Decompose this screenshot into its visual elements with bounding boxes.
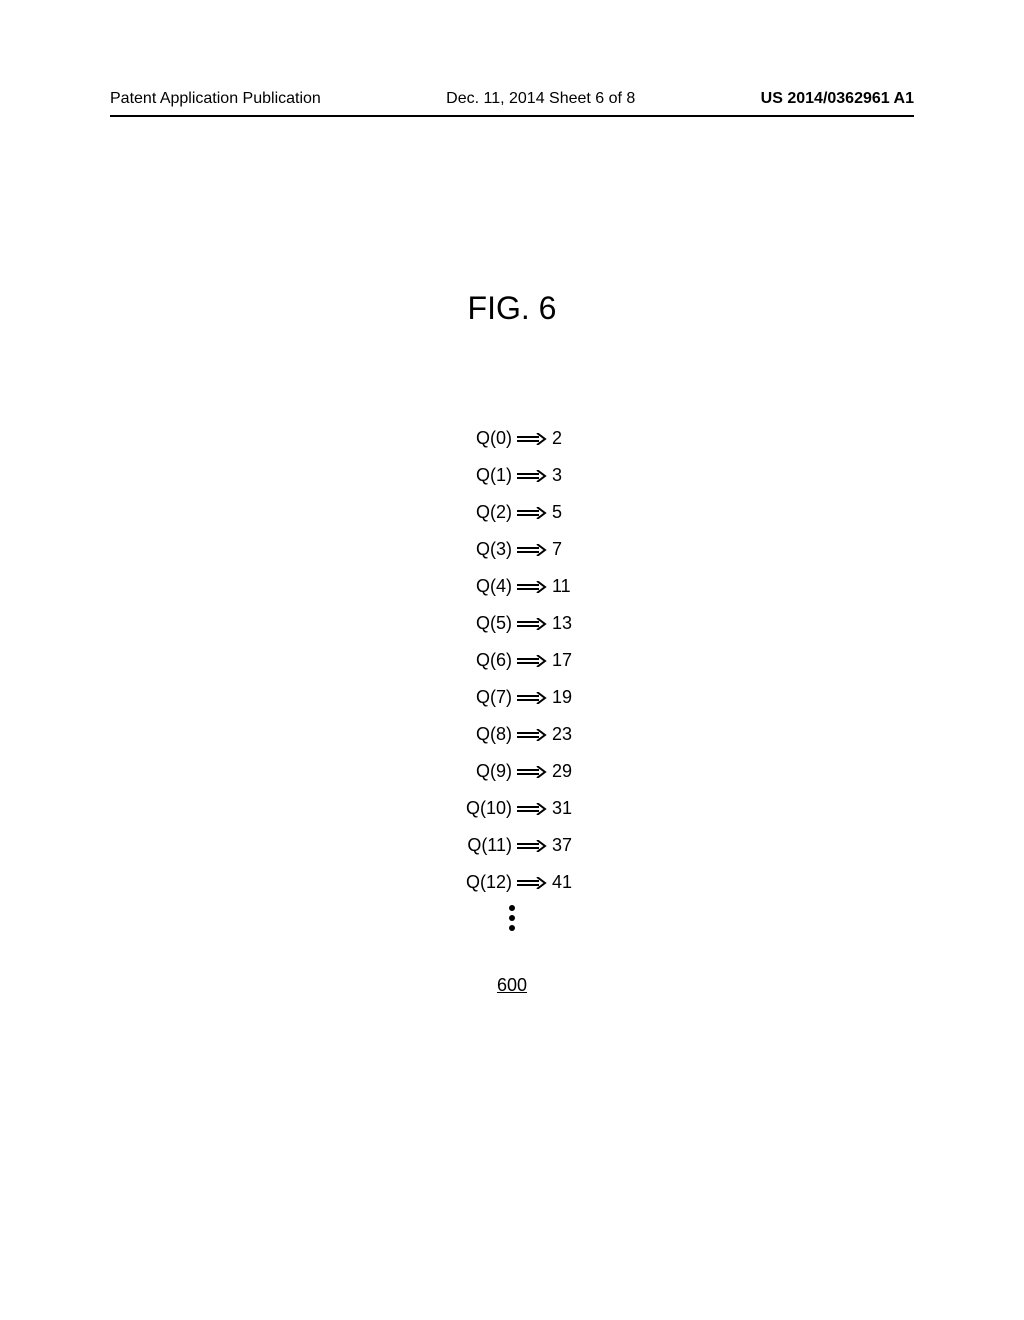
mapping-value: 29 [552, 761, 582, 782]
mapping-key: Q(11) [442, 835, 512, 856]
mapping-key: Q(1) [442, 465, 512, 486]
mapping-key: Q(12) [442, 872, 512, 893]
dot-icon [509, 925, 515, 931]
mapping-list: Q(0) 2 Q(1) 3 Q(2) 5 Q(3) 7 Q(4) 11 Q(5)… [442, 420, 582, 901]
mapping-row: Q(4) 11 [442, 568, 582, 605]
figure-label: FIG. 6 [0, 290, 1024, 327]
mapping-value: 11 [552, 576, 582, 597]
mapping-row: Q(3) 7 [442, 531, 582, 568]
mapping-row: Q(2) 5 [442, 494, 582, 531]
header-doc-number: US 2014/0362961 A1 [761, 90, 914, 108]
arrow-icon [512, 655, 552, 667]
arrow-icon [512, 840, 552, 852]
mapping-row: Q(6) 17 [442, 642, 582, 679]
arrow-icon [512, 692, 552, 704]
arrow-icon [512, 507, 552, 519]
mapping-row: Q(10) 31 [442, 790, 582, 827]
mapping-value: 17 [552, 650, 582, 671]
arrow-icon [512, 729, 552, 741]
arrow-icon [512, 877, 552, 889]
mapping-row: Q(11) 37 [442, 827, 582, 864]
mapping-row: Q(12) 41 [442, 864, 582, 901]
mapping-row: Q(0) 2 [442, 420, 582, 457]
mapping-value: 5 [552, 502, 582, 523]
arrow-icon [512, 470, 552, 482]
mapping-row: Q(8) 23 [442, 716, 582, 753]
arrow-icon [512, 433, 552, 445]
mapping-key: Q(6) [442, 650, 512, 671]
mapping-value: 23 [552, 724, 582, 745]
mapping-value: 3 [552, 465, 582, 486]
mapping-value: 41 [552, 872, 582, 893]
mapping-value: 13 [552, 613, 582, 634]
mapping-key: Q(9) [442, 761, 512, 782]
header-publication-type: Patent Application Publication [110, 90, 321, 108]
dot-icon [509, 905, 515, 911]
reference-number: 600 [497, 975, 527, 996]
mapping-key: Q(0) [442, 428, 512, 449]
mapping-value: 2 [552, 428, 582, 449]
mapping-row: Q(1) 3 [442, 457, 582, 494]
arrow-icon [512, 618, 552, 630]
mapping-row: Q(5) 13 [442, 605, 582, 642]
arrow-icon [512, 544, 552, 556]
mapping-key: Q(10) [442, 798, 512, 819]
arrow-icon [512, 581, 552, 593]
mapping-value: 7 [552, 539, 582, 560]
arrow-icon [512, 766, 552, 778]
page-header: Patent Application Publication Dec. 11, … [0, 90, 1024, 108]
mapping-key: Q(7) [442, 687, 512, 708]
mapping-row: Q(9) 29 [442, 753, 582, 790]
dot-icon [509, 915, 515, 921]
mapping-key: Q(2) [442, 502, 512, 523]
mapping-key: Q(4) [442, 576, 512, 597]
mapping-value: 31 [552, 798, 582, 819]
mapping-value: 37 [552, 835, 582, 856]
header-divider [110, 115, 914, 117]
mapping-row: Q(7) 19 [442, 679, 582, 716]
arrow-icon [512, 803, 552, 815]
mapping-value: 19 [552, 687, 582, 708]
mapping-key: Q(8) [442, 724, 512, 745]
mapping-key: Q(3) [442, 539, 512, 560]
vertical-ellipsis [509, 905, 515, 931]
header-date-sheet: Dec. 11, 2014 Sheet 6 of 8 [446, 90, 635, 108]
mapping-key: Q(5) [442, 613, 512, 634]
